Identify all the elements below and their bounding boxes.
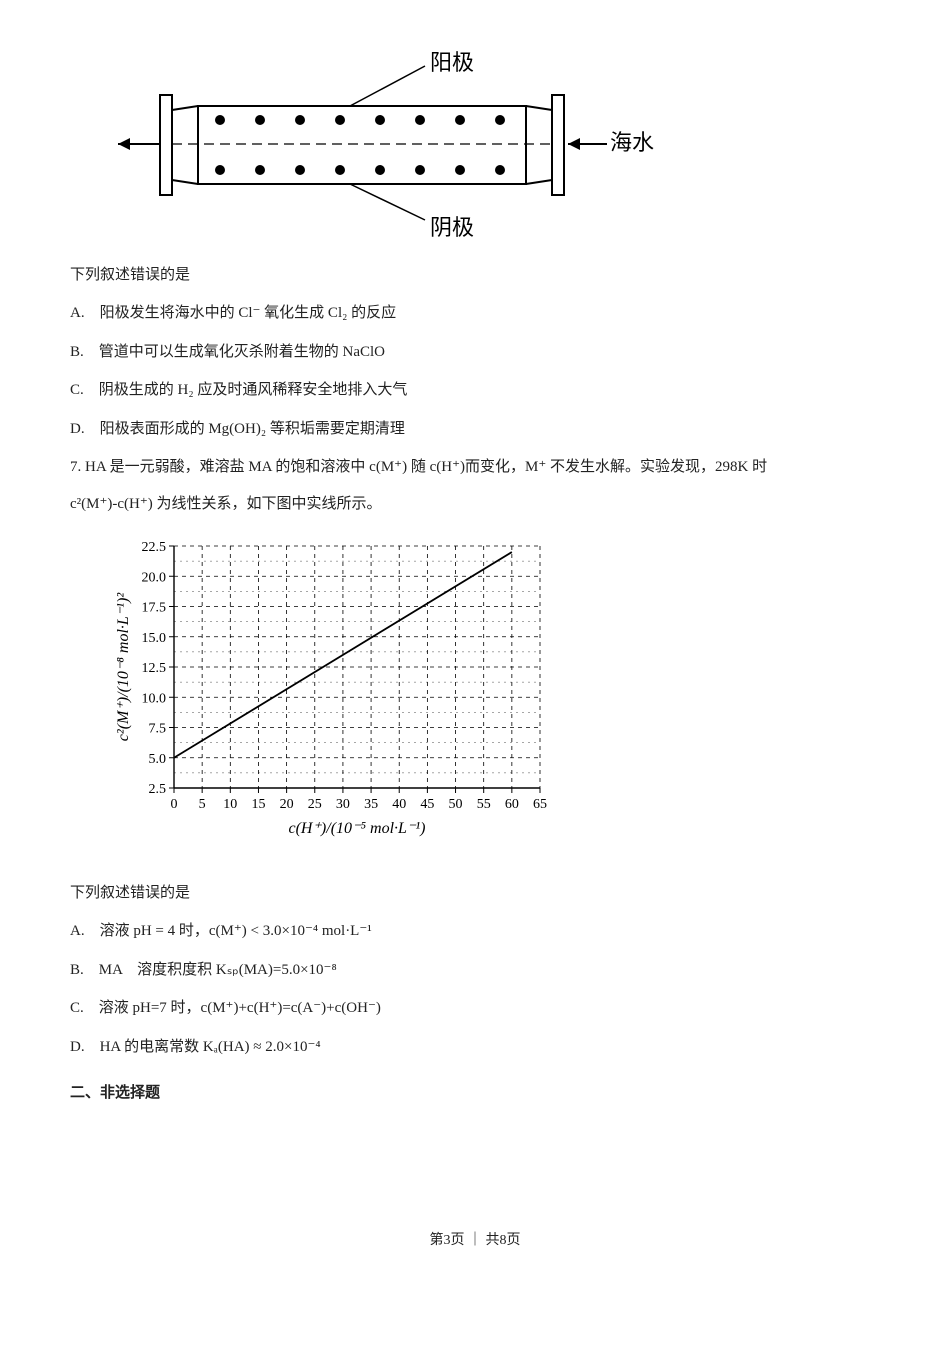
footer-sep: ｜ xyxy=(468,1233,482,1248)
q6-option-a: A. 阳极发生将海水中的 Cl⁻ 氧化生成 Cl₂ 的反应 xyxy=(70,299,880,328)
dots-top xyxy=(215,115,505,125)
left-end-plate xyxy=(160,95,172,195)
q6-option-a-text: 阳极发生将海水中的 Cl⁻ 氧化生成 Cl₂ 的反应 xyxy=(100,305,397,321)
svg-text:60: 60 xyxy=(505,797,519,812)
svg-text:17.5: 17.5 xyxy=(142,601,167,616)
svg-text:65: 65 xyxy=(533,797,547,812)
svg-text:15.0: 15.0 xyxy=(142,631,167,646)
footer-total: 共8页 xyxy=(486,1233,521,1248)
q6-option-c-text: 阴极生成的 H₂ 应及时通风稀释安全地排入大气 xyxy=(99,382,408,398)
svg-text:25: 25 xyxy=(308,797,322,812)
svg-text:20.0: 20.0 xyxy=(142,570,167,585)
outflow-arrow-head xyxy=(118,138,130,150)
dots-bottom xyxy=(215,165,505,175)
q7-option-b: B. MA 溶度积度积 Kₛₚ(MA)=5.0×10⁻⁸ xyxy=(70,956,880,985)
q7-intro: 7. HA 是一元弱酸，难溶盐 MA 的饱和溶液中 c(M⁺) 随 c(H⁺)而… xyxy=(70,453,880,482)
q6-option-d-text: 阳极表面形成的 Mg(OH)₂ 等积垢需要定期清理 xyxy=(100,421,405,437)
q6-option-c: C. 阴极生成的 H₂ 应及时通风稀释安全地排入大气 xyxy=(70,376,880,405)
q6-option-d: D. 阳极表面形成的 Mg(OH)₂ 等积垢需要定期清理 xyxy=(70,415,880,444)
q7-number: 7. xyxy=(70,459,81,475)
svg-text:7.5: 7.5 xyxy=(149,722,167,737)
q7-stem: 下列叙述错误的是 xyxy=(70,879,880,908)
section-2-heading: 二、非选择题 xyxy=(70,1079,880,1108)
svg-text:5: 5 xyxy=(199,797,206,812)
q7-option-a: A. 溶液 pH = 4 时，c(M⁺) < 3.0×10⁻⁴ mol·L⁻¹ xyxy=(70,917,880,946)
svg-text:15: 15 xyxy=(251,797,265,812)
svg-text:10.0: 10.0 xyxy=(142,691,167,706)
q6-option-b-text: 管道中可以生成氧化灭杀附着生物的 NaClO xyxy=(99,344,385,360)
svg-text:35: 35 xyxy=(364,797,378,812)
svg-text:40: 40 xyxy=(392,797,406,812)
q6-option-b: B. 管道中可以生成氧化灭杀附着生物的 NaClO xyxy=(70,338,880,367)
anode-label: 阳极 xyxy=(430,50,474,75)
svg-text:10: 10 xyxy=(223,797,237,812)
cathode-label: 阴极 xyxy=(430,215,474,240)
q7-option-b-text: MA 溶度积度积 Kₛₚ(MA)=5.0×10⁻⁸ xyxy=(99,962,337,978)
right-end-plate xyxy=(552,95,564,195)
q7-option-c-text: 溶液 pH=7 时，c(M⁺)+c(H⁺)=c(A⁻)+c(OH⁻) xyxy=(99,1000,381,1016)
svg-text:c(H⁺)/(10⁻⁵ mol·L⁻¹): c(H⁺)/(10⁻⁵ mol·L⁻¹) xyxy=(288,820,425,837)
q7-option-c: C. 溶液 pH=7 时，c(M⁺)+c(H⁺)=c(A⁻)+c(OH⁻) xyxy=(70,994,880,1023)
q7-intro-1: HA 是一元弱酸，难溶盐 MA 的饱和溶液中 c(M⁺) 随 c(H⁺)而变化，… xyxy=(85,459,767,475)
page-footer: 第3页 ｜ 共8页 xyxy=(70,1228,880,1255)
svg-text:20: 20 xyxy=(280,797,294,812)
svg-text:12.5: 12.5 xyxy=(142,661,167,676)
seawater-label: 海水 xyxy=(610,130,654,155)
svg-text:22.5: 22.5 xyxy=(142,540,167,555)
svg-text:c²(M⁺)/(10⁻⁸ mol·L⁻¹)²: c²(M⁺)/(10⁻⁸ mol·L⁻¹)² xyxy=(115,592,132,742)
q7-intro-2: c²(M⁺)-c(H⁺) 为线性关系，如下图中实线所示。 xyxy=(70,490,880,519)
svg-text:2.5: 2.5 xyxy=(149,782,167,797)
electrolysis-diagram: 阳极 阴极 海水 xyxy=(110,50,880,251)
svg-text:30: 30 xyxy=(336,797,350,812)
svg-text:5.0: 5.0 xyxy=(149,752,167,767)
q7-option-d: D. HA 的电离常数 Kₐ(HA) ≈ 2.0×10⁻⁴ xyxy=(70,1033,880,1062)
svg-text:0: 0 xyxy=(171,797,178,812)
q7-option-d-text: HA 的电离常数 Kₐ(HA) ≈ 2.0×10⁻⁴ xyxy=(100,1039,321,1055)
svg-text:45: 45 xyxy=(420,797,434,812)
svg-text:50: 50 xyxy=(449,797,463,812)
anode-pointer xyxy=(350,66,425,106)
footer-page: 第3页 xyxy=(430,1233,465,1248)
svg-text:55: 55 xyxy=(477,797,491,812)
q7-chart: 0 5 10 15 20 25 30 35 40 45 50 55 60 65 2.5 5.0 7.5 10.0 1… xyxy=(110,528,880,869)
seawater-arrow-head xyxy=(568,138,580,150)
cathode-pointer xyxy=(350,184,425,220)
q6-stem: 下列叙述错误的是 xyxy=(70,261,880,290)
tube-body xyxy=(198,106,526,184)
q7-option-a-text: 溶液 pH = 4 时，c(M⁺) < 3.0×10⁻⁴ mol·L⁻¹ xyxy=(100,923,372,939)
